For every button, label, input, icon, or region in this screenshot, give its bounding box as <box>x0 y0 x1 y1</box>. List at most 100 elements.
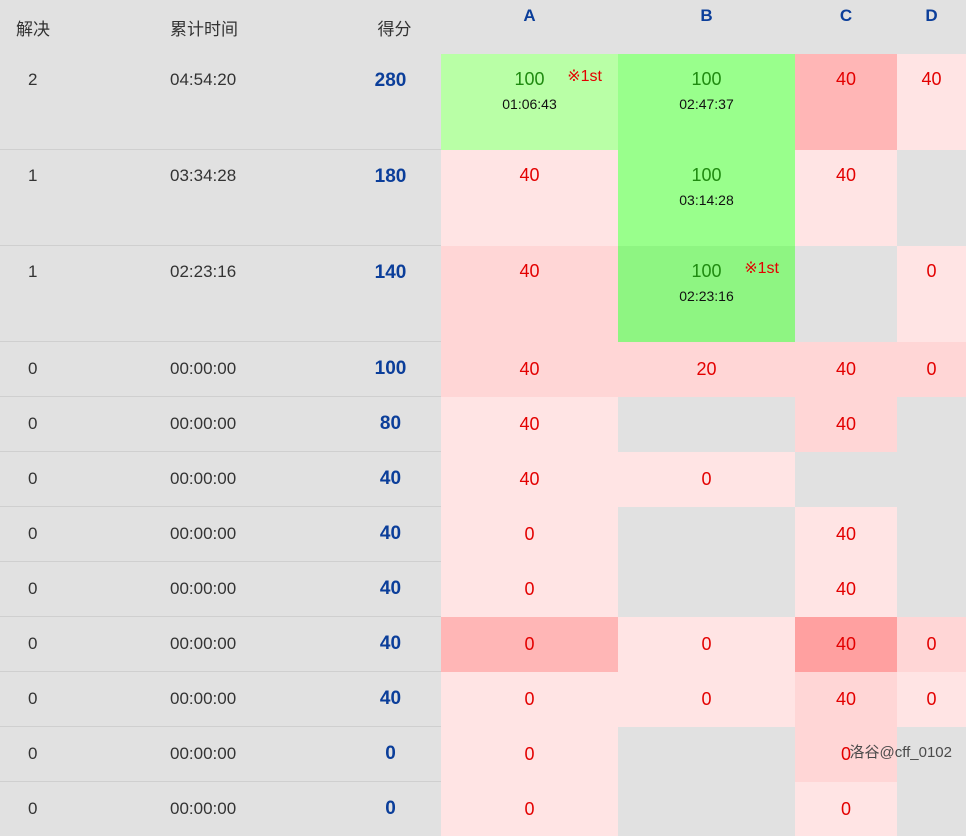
total-time: 00:00:00 <box>170 782 340 836</box>
problem-score: 0 <box>618 688 795 710</box>
problem-cell-c[interactable]: 40 <box>795 562 897 617</box>
problem-cell-b <box>618 397 795 452</box>
problem-score: 40 <box>441 413 618 435</box>
total-time: 00:00:00 <box>170 617 340 672</box>
header-problem-a[interactable]: A <box>441 0 618 54</box>
total-score: 280 <box>340 54 441 150</box>
header-row: 解决 累计时间 得分 A B C D <box>0 0 966 54</box>
problem-score: 0 <box>897 358 966 380</box>
problem-cell-a[interactable]: 0 <box>441 727 618 782</box>
total-score: 80 <box>340 397 441 452</box>
problem-cell-c[interactable]: 40 <box>795 617 897 672</box>
header-solved: 解决 <box>0 0 170 54</box>
problem-cell-d[interactable]: 0 <box>897 246 966 342</box>
header-problem-c[interactable]: C <box>795 0 897 54</box>
total-time: 00:00:00 <box>170 507 340 562</box>
total-score: 40 <box>340 617 441 672</box>
problem-score: 40 <box>795 164 897 186</box>
problem-cell-a[interactable]: 40 <box>441 150 618 246</box>
total-time: 00:00:00 <box>170 342 340 397</box>
problem-score: 20 <box>618 358 795 380</box>
problem-score: 40 <box>897 68 966 90</box>
problem-cell-c <box>795 452 897 507</box>
problem-score: 40 <box>795 578 897 600</box>
problem-score: 0 <box>897 633 966 655</box>
total-score: 180 <box>340 150 441 246</box>
problem-score: 0 <box>441 523 618 545</box>
problem-cell-b[interactable]: 0 <box>618 452 795 507</box>
problem-score: 0 <box>897 260 966 282</box>
solved-count: 0 <box>0 452 170 507</box>
solved-count: 0 <box>0 342 170 397</box>
problem-score: 0 <box>441 798 618 820</box>
problem-cell-c[interactable]: 40 <box>795 54 897 150</box>
solved-count: 0 <box>0 562 170 617</box>
problem-cell-d[interactable]: 0 <box>897 617 966 672</box>
solved-count: 2 <box>0 54 170 150</box>
problem-cell-d[interactable]: 0 <box>897 342 966 397</box>
problem-cell-d <box>897 150 966 246</box>
solved-count: 0 <box>0 617 170 672</box>
problem-cell-b[interactable]: 0 <box>618 672 795 727</box>
problem-time: 03:14:28 <box>618 192 795 208</box>
problem-cell-b[interactable]: 100 03:14:28 <box>618 150 795 246</box>
solved-count: 1 <box>0 150 170 246</box>
solved-count: 0 <box>0 397 170 452</box>
problem-cell-a[interactable]: 40 <box>441 452 618 507</box>
problem-cell-d <box>897 507 966 562</box>
problem-score: 100 <box>618 164 795 186</box>
problem-cell-b[interactable]: 0 <box>618 617 795 672</box>
problem-cell-a[interactable]: 0 <box>441 617 618 672</box>
problem-cell-d <box>897 562 966 617</box>
problem-score: 40 <box>441 260 618 282</box>
problem-cell-c[interactable]: 40 <box>795 342 897 397</box>
problem-cell-a[interactable]: 0 <box>441 562 618 617</box>
problem-cell-b <box>618 562 795 617</box>
problem-time: 01:06:43 <box>441 96 618 112</box>
problem-score: 0 <box>618 468 795 490</box>
problem-score: 40 <box>795 68 897 90</box>
header-problem-d[interactable]: D <box>897 0 966 54</box>
problem-score: 40 <box>441 468 618 490</box>
total-score: 40 <box>340 672 441 727</box>
problem-cell-c[interactable]: 40 <box>795 507 897 562</box>
problem-cell-d <box>897 397 966 452</box>
problem-cell-a[interactable]: 0 <box>441 782 618 836</box>
problem-score: 0 <box>618 633 795 655</box>
total-score: 40 <box>340 452 441 507</box>
problem-cell-a[interactable]: 40 <box>441 397 618 452</box>
total-time: 00:00:00 <box>170 397 340 452</box>
header-problem-b[interactable]: B <box>618 0 795 54</box>
problem-cell-d[interactable]: 0 <box>897 672 966 727</box>
first-blood-badge: ※1st <box>567 66 602 86</box>
problem-cell-a[interactable]: 40 <box>441 342 618 397</box>
problem-cell-a[interactable]: 0 <box>441 507 618 562</box>
problem-cell-b <box>618 727 795 782</box>
problem-cell-c[interactable]: 0 <box>795 782 897 836</box>
problem-score: 40 <box>795 523 897 545</box>
problem-cell-a[interactable]: 40 <box>441 246 618 342</box>
total-time: 02:23:16 <box>170 246 340 342</box>
problem-cell-a[interactable]: 0 <box>441 672 618 727</box>
problem-cell-c[interactable]: 40 <box>795 397 897 452</box>
solved-count: 0 <box>0 507 170 562</box>
problem-cell-b[interactable]: 20 <box>618 342 795 397</box>
problem-cell-c[interactable]: 40 <box>795 672 897 727</box>
solved-count: 0 <box>0 727 170 782</box>
problem-cell-c[interactable]: 40 <box>795 150 897 246</box>
problem-cell-d[interactable]: 40 <box>897 54 966 150</box>
